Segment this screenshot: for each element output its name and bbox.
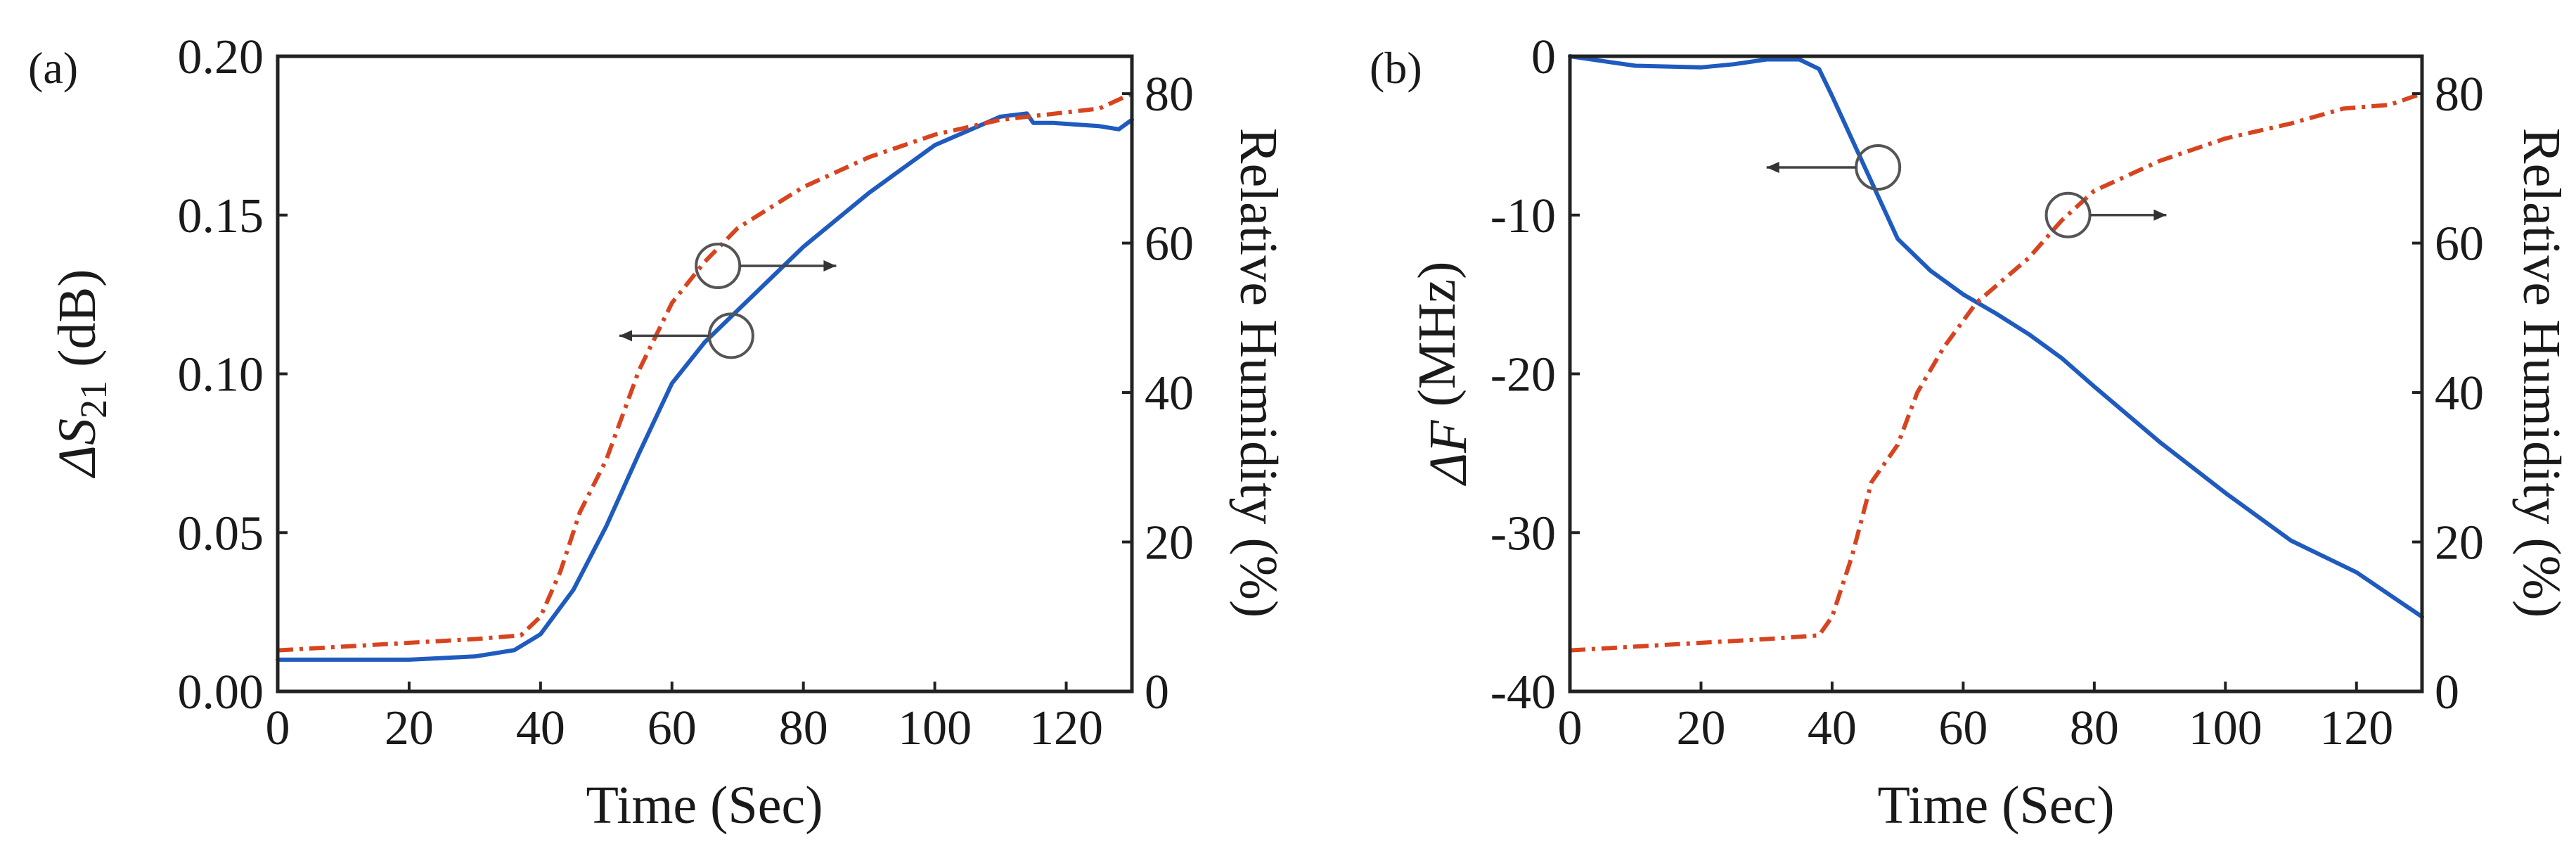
y-right-tick-label: 20 [1145,516,1194,570]
x-tick-label: 40 [516,701,565,755]
y-axis-right-title: Relative Humidity (%) [2512,128,2571,618]
humidity-series-line [277,91,1133,653]
y-left-tick-label: 0.10 [178,348,264,402]
sensor-series-line [1568,54,2424,619]
y-left-tick-label: -20 [1490,348,1556,402]
annotation-arrowhead [1766,162,1779,174]
x-tick-label: 40 [1808,701,1857,755]
annotation-arrowhead [619,330,632,342]
y-right-tick-label: 80 [2435,68,2484,122]
y-title-subscript: 21 [72,381,115,419]
y-right-tick-label: 40 [2435,366,2484,421]
x-axis-title: Time (Sec) [1877,776,2114,835]
panel-a: (a) 0 20 40 60 80 100 1200.000.050.100.150.200… [28,30,1288,835]
panel-label: (b) [1370,43,1422,93]
humidity-series-line [1569,91,2423,653]
y-left-tick-label: -10 [1490,189,1556,243]
x-tick-label: 100 [2189,701,2262,755]
x-tick-label: 80 [779,701,828,755]
plot-frame [1568,54,2424,694]
y-right-tick-label: 0 [1145,665,1169,720]
y-title-suffix: (dB) [48,269,107,381]
x-tick-label: 0 [1558,701,1583,755]
x-tick-label: 120 [2319,701,2393,755]
x-axis-title: Time (Sec) [586,776,823,835]
y-title-prefix: ΔF [1419,419,1478,487]
plot-area [276,91,1134,662]
annotation-circle [2044,191,2092,238]
x-tick-label: 120 [1029,701,1103,755]
y-right-tick-label: 60 [2435,217,2484,272]
sensor-series-line [276,111,1134,662]
x-tick-label: 60 [648,701,697,755]
y-right-tick-label: 80 [1145,68,1194,122]
panel-b: (b) 0 20 40 60 80 100 120 -40 -30 -20 -10 0 0 20 40 60 8… [1370,30,2571,835]
panel-label: (a) [28,43,78,93]
x-tick-label: 20 [1676,701,1725,755]
tick-layer: 0 20 40 60 80 100 120 0.00 0.05 0.10 0.15 0.20 0 20 40… [178,30,1194,755]
y-right-tick-label: 20 [2435,516,2484,570]
plot-frame [276,54,1134,694]
y-left-tick-label: 0.20 [178,30,264,84]
x-tick-label: 80 [2070,701,2119,755]
x-tick-label: 100 [898,701,972,755]
y-axis-right-title: Relative Humidity (%) [1229,128,1288,618]
y-left-tick-label: 0.15 [178,189,264,243]
annotation-arrowhead [2153,209,2167,221]
y-right-tick-label: 0 [2435,665,2459,720]
y-left-tick-label: 0 [1531,30,1556,84]
y-right-tick-label: 40 [1145,366,1194,421]
y-right-tick-label: 60 [1145,217,1194,272]
tick-layer: 0 20 40 60 80 100 120 -40 -30 -20 -10 0 0 20 40 60 80 [1490,30,2484,755]
y-title-suffix: (MHz) [1408,262,1467,421]
x-tick-label: 0 [266,701,290,755]
y-left-tick-label: -30 [1490,506,1556,561]
x-tick-label: 60 [1938,701,1988,755]
annotation-arrowhead [823,260,837,272]
y-left-tick-label: 0.00 [178,665,264,720]
x-tick-label: 20 [385,701,434,755]
y-axis-left-title: ΔF (MHz) [1408,262,1478,487]
y-left-tick-label: 0.05 [178,506,264,561]
y-left-tick-label: -40 [1490,665,1556,720]
y-axis-left-title: ΔS21 (dB) [48,269,115,479]
plot-area [1568,54,2424,653]
y-title-prefix: ΔS [48,419,107,479]
annotation-circle [707,312,754,359]
annotation-circle [695,242,742,289]
